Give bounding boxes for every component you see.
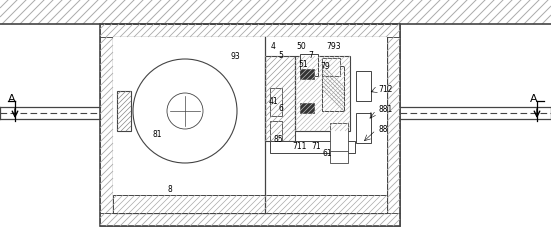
Bar: [330, 151, 348, 163]
Text: A: A: [530, 94, 538, 103]
Bar: [270, 89, 282, 116]
Bar: [117, 92, 131, 131]
Text: 712: 712: [378, 85, 392, 94]
Text: 51: 51: [298, 60, 307, 69]
Bar: [265, 57, 295, 141]
Bar: [322, 59, 340, 77]
Bar: [113, 38, 387, 213]
Bar: [270, 122, 282, 143]
Text: 711: 711: [292, 141, 306, 150]
Bar: [100, 25, 400, 226]
Text: 50: 50: [296, 42, 306, 51]
Bar: [322, 67, 344, 112]
Text: 7: 7: [308, 51, 313, 60]
Bar: [356, 72, 371, 102]
Bar: [387, 38, 400, 213]
Bar: [113, 195, 387, 213]
Text: 88: 88: [378, 125, 387, 134]
Bar: [300, 55, 318, 77]
Bar: [300, 70, 314, 80]
Bar: [100, 213, 400, 226]
Bar: [356, 113, 371, 143]
Bar: [300, 103, 314, 113]
Bar: [100, 38, 113, 213]
Text: 8: 8: [167, 184, 172, 193]
Bar: [113, 38, 387, 213]
Bar: [270, 141, 355, 153]
Text: 793: 793: [326, 42, 341, 51]
Text: 61: 61: [322, 148, 332, 157]
Text: 6: 6: [278, 103, 283, 112]
Text: 81: 81: [152, 129, 161, 138]
Text: 5: 5: [278, 51, 283, 60]
Bar: [295, 57, 350, 131]
Text: 881: 881: [378, 105, 392, 113]
Text: 71: 71: [311, 141, 321, 150]
Text: 79: 79: [320, 62, 329, 71]
Text: 85: 85: [273, 134, 283, 143]
Bar: [100, 25, 400, 38]
Text: 41: 41: [269, 97, 279, 106]
Text: A: A: [8, 94, 15, 103]
Text: 93: 93: [230, 52, 240, 61]
Bar: [330, 123, 348, 153]
Text: 4: 4: [271, 42, 276, 51]
